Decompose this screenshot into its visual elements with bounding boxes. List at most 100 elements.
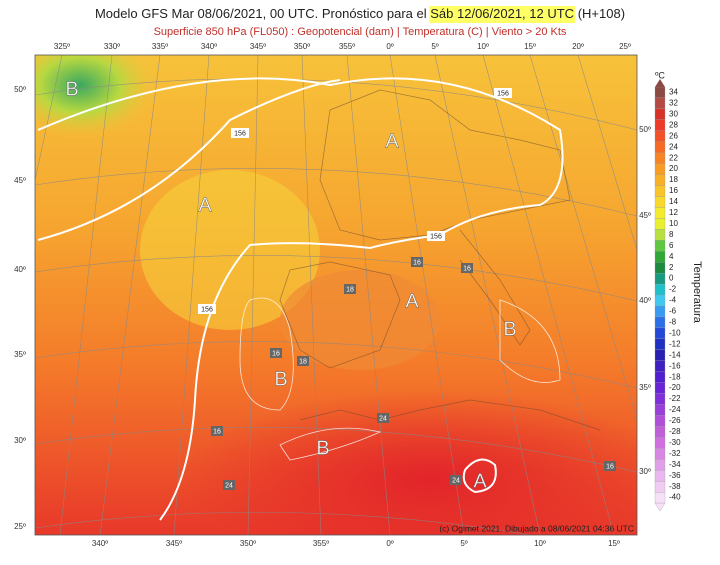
- bottom-longitude: 0º: [386, 539, 393, 548]
- colorbar-tick-label: 18: [669, 175, 678, 184]
- colorbar-swatch: [654, 240, 666, 252]
- contour-label-bg: [411, 257, 423, 267]
- colorbar-tick-label: 14: [669, 197, 678, 206]
- colorbar-swatch: [654, 437, 666, 449]
- subtitle: Superficie 850 hPa (FL050) : Geopotencia…: [154, 26, 567, 38]
- map-area: [35, 55, 637, 535]
- colorbar-swatch: [654, 349, 666, 361]
- colorbar-tick-label: -38: [669, 482, 681, 491]
- pressure-center: A: [385, 130, 399, 152]
- bottom-longitude: 345º: [166, 539, 182, 548]
- contour-label-bg: [211, 426, 223, 436]
- colorbar-swatch: [654, 470, 666, 482]
- colorbar-swatch: [654, 371, 666, 383]
- right-latitude: 40º: [639, 296, 651, 305]
- contour-label-bg: [231, 128, 249, 138]
- colorbar-tick-label: -4: [669, 296, 677, 305]
- top-longitude: 15º: [524, 42, 536, 51]
- colorbar-swatch: [654, 262, 666, 274]
- colorbar-tick-label: 30: [669, 109, 678, 118]
- right-latitude: 30º: [639, 467, 651, 476]
- colorbar-swatch: [654, 305, 666, 318]
- colorbar-tick-label: -10: [669, 328, 681, 337]
- colorbar-tick-label: -6: [669, 307, 677, 316]
- bottom-longitude: 10º: [534, 539, 546, 548]
- right-latitude: 50º: [639, 125, 651, 134]
- contour-label: 156: [430, 233, 442, 240]
- colorbar-swatch: [654, 163, 666, 175]
- colorbar-swatch: [654, 491, 666, 504]
- contour-label-bg: [377, 413, 389, 423]
- contour-label: 156: [497, 90, 509, 97]
- colorbar-tick-label: -30: [669, 438, 681, 447]
- top-longitude: 0º: [386, 42, 393, 51]
- contour-label: 18: [299, 358, 307, 365]
- contour-label-bg: [270, 348, 282, 358]
- map-frame: [34, 54, 638, 536]
- header: Modelo GFS Mar 08/06/2021, 00 UTC. Pronó…: [95, 6, 625, 38]
- colorbar-swatch: [654, 459, 666, 471]
- contour-label: 16: [272, 350, 280, 357]
- left-latitude: 35º: [14, 350, 26, 359]
- top-longitude: 10º: [477, 42, 489, 51]
- colorbar-tick-label: -16: [669, 361, 681, 370]
- colorbar-tick-label: 32: [669, 99, 678, 108]
- top-longitude: 330º: [104, 42, 120, 51]
- left-latitude: 40º: [14, 265, 26, 274]
- colorbar-tick-label: 2: [669, 263, 674, 272]
- colorbar-tick-label: -20: [669, 383, 681, 392]
- contour-label: 16: [606, 463, 614, 470]
- colorbar-swatch: [654, 272, 666, 285]
- colorbar-cap-bottom: [654, 502, 666, 512]
- bottom-longitude: 5º: [460, 539, 467, 548]
- colorbar-swatch: [654, 481, 666, 493]
- top-longitude: 350º: [294, 42, 310, 51]
- contour-label: 156: [234, 130, 246, 137]
- pressure-center: A: [405, 290, 419, 312]
- colorbar-swatch: [654, 229, 666, 241]
- top-longitude: 340º: [201, 42, 217, 51]
- colorbar-swatch: [654, 86, 666, 99]
- colorbar-swatch: [654, 316, 666, 329]
- title-highlight: Sáb 12/06/2021, 12 UTC: [430, 6, 574, 21]
- colorbar-tick-label: 0: [669, 274, 674, 283]
- contour-label-bg: [344, 284, 356, 294]
- colorbar-tick-label: -22: [669, 394, 681, 403]
- colorbar-tick-label: 20: [669, 164, 678, 173]
- top-longitude: 345º: [250, 42, 266, 51]
- colorbar-swatch: [654, 207, 666, 219]
- contour-label-bg: [461, 263, 473, 273]
- colorbar-tick-label: 12: [669, 208, 678, 217]
- colorbar-tick-label: -12: [669, 339, 681, 348]
- left-latitude: 45º: [14, 176, 26, 185]
- title: Modelo GFS Mar 08/06/2021, 00 UTC. Pronó…: [95, 6, 625, 21]
- colorbar-swatch: [654, 152, 666, 164]
- left-latitude: 30º: [14, 436, 26, 445]
- colorbar-tick-label: 26: [669, 131, 678, 140]
- bottom-longitude: 15º: [608, 539, 620, 548]
- colorbar-tick-label: 16: [669, 186, 678, 195]
- contour-label: 156: [201, 306, 213, 313]
- pressure-center: B: [316, 437, 329, 459]
- bottom-longitude: 355º: [313, 539, 329, 548]
- top-longitude: 335º: [152, 42, 168, 51]
- colorbar-swatch: [654, 196, 666, 208]
- contour-label: 16: [213, 428, 221, 435]
- contour-label: 24: [452, 477, 460, 484]
- colorbar-tick-label: 4: [669, 252, 674, 261]
- colorbar-swatch: [654, 251, 666, 263]
- colorbar-swatch: [654, 382, 666, 394]
- colorbar-swatch: [654, 294, 666, 307]
- contour-label: 18: [346, 286, 354, 293]
- pressure-center: A: [198, 194, 212, 216]
- colorbar-swatch: [654, 426, 666, 438]
- pressure-center: B: [65, 78, 78, 100]
- top-longitude: 5º: [431, 42, 438, 51]
- colorbar-tick-label: 6: [669, 241, 674, 250]
- colorbar-tick-label: -32: [669, 449, 681, 458]
- left-latitude: 50º: [14, 85, 26, 94]
- top-longitude: 355º: [339, 42, 355, 51]
- colorbar-tick-label: -40: [669, 493, 681, 502]
- top-longitude: 20º: [572, 42, 584, 51]
